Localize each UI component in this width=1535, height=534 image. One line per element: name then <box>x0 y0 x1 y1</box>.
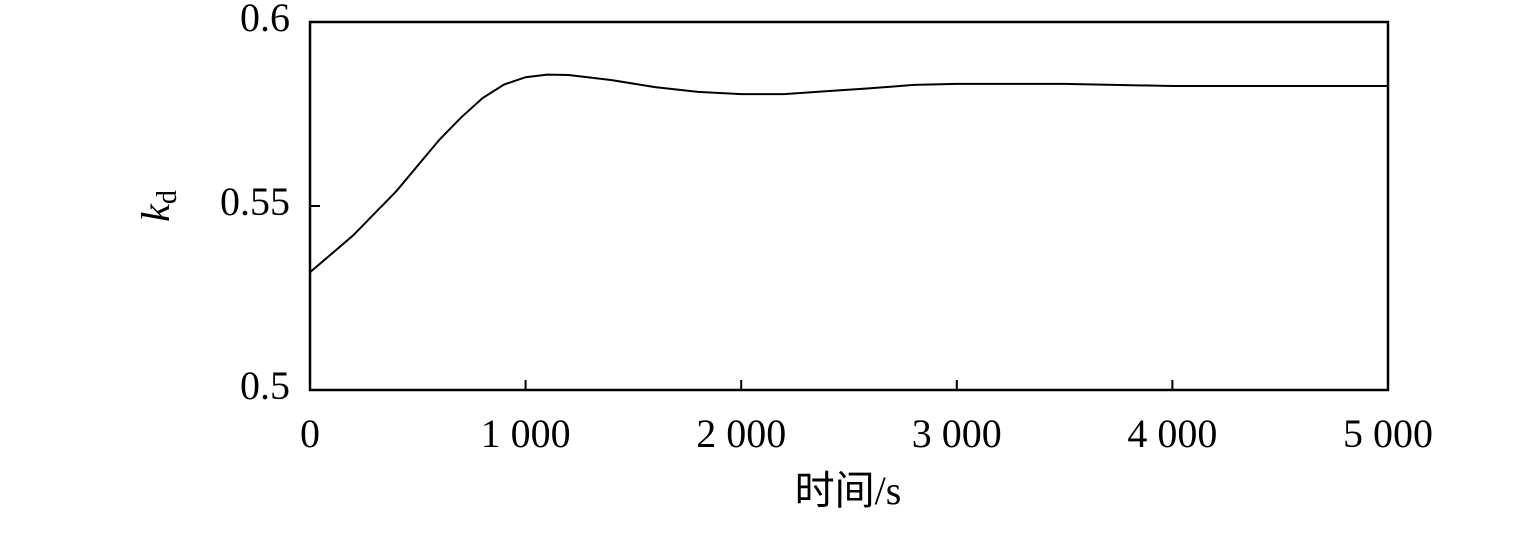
plot-frame <box>308 20 1390 392</box>
x-tick-label: 3 000 <box>912 411 1002 456</box>
y-tick-label: 0.6 <box>240 0 290 40</box>
x-axis-label: 时间/s <box>795 468 902 513</box>
x-tick-label: 1 000 <box>481 411 571 456</box>
y-axis-label-base: k <box>133 203 178 222</box>
y-axis-label-sub: d <box>152 190 183 204</box>
x-tick-label: 0 <box>300 411 320 456</box>
y-tick-label: 0.55 <box>220 179 290 224</box>
x-tick-label: 2 000 <box>696 411 786 456</box>
y-axis-label: kd <box>133 190 183 222</box>
x-tick-label: 5 000 <box>1343 411 1433 456</box>
data-line <box>309 73 1388 274</box>
y-tick-label: 0.5 <box>240 363 290 408</box>
x-tick-label: 4 000 <box>1127 411 1217 456</box>
